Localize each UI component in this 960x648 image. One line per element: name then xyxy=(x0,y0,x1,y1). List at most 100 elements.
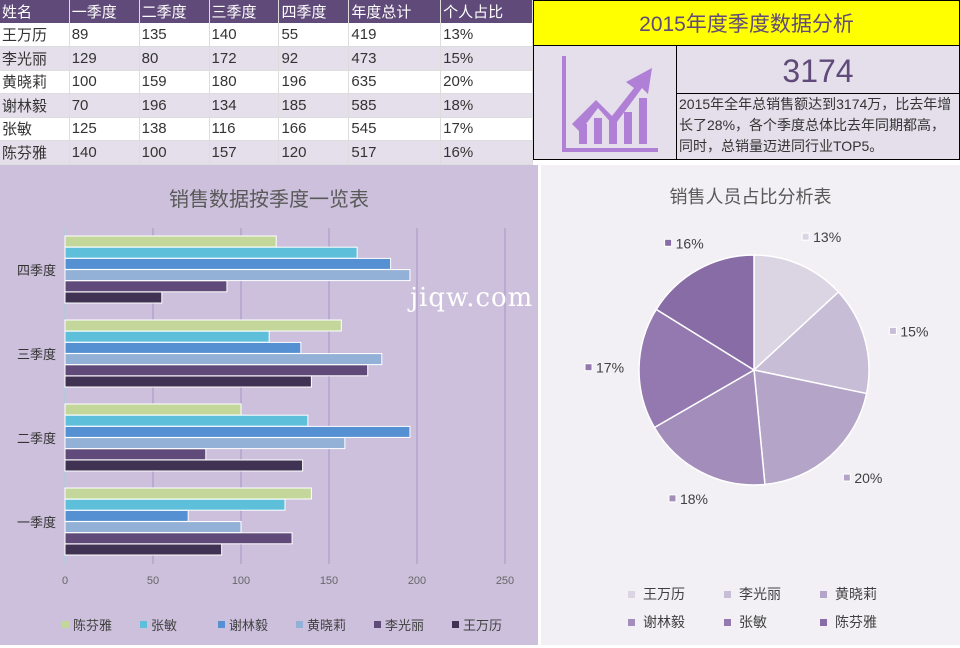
bar-张敏 xyxy=(64,414,309,427)
column-header: 二季度 xyxy=(139,0,210,23)
table-row: 陈芬雅 140 100 157 120 517 16% xyxy=(0,140,533,165)
legend-item: 陈芬雅 xyxy=(62,615,112,634)
x-tick-label: 150 xyxy=(320,575,338,587)
pie-slice-黄晓莉 xyxy=(753,369,868,486)
table-row: 李光丽 129 80 172 92 473 15% xyxy=(0,46,533,71)
bar-张敏 xyxy=(64,498,286,511)
legend-label: 张敏 xyxy=(739,614,767,630)
bar-陈芬雅 xyxy=(64,403,242,416)
legend-label: 黄晓莉 xyxy=(307,618,347,633)
legend-label: 谢林毅 xyxy=(643,614,685,630)
legend-swatch xyxy=(218,621,225,628)
x-tick-label: 0 xyxy=(62,575,68,587)
pie-legend-item: 李光丽 xyxy=(724,584,781,604)
table-cell: 李光丽 xyxy=(0,46,70,71)
column-header: 三季度 xyxy=(209,0,280,23)
table-cell: 89 xyxy=(69,23,140,47)
table-cell: 135 xyxy=(139,23,210,47)
table-cell: 王万历 xyxy=(0,23,70,47)
y-category-label: 一季度 xyxy=(17,515,56,530)
pie-legend-item: 陈芬雅 xyxy=(820,612,877,632)
column-header: 一季度 xyxy=(69,0,140,23)
legend-swatch xyxy=(140,621,147,628)
table-cell: 张敏 xyxy=(0,117,70,141)
legend-item: 王万历 xyxy=(452,615,502,634)
growth-chart-icon xyxy=(562,56,658,152)
pie-label-swatch xyxy=(888,326,897,335)
table-cell: 196 xyxy=(139,93,210,118)
pie-data-label: 16% xyxy=(676,235,704,251)
x-tick-label: 200 xyxy=(408,575,426,587)
column-header: 四季度 xyxy=(278,0,350,23)
table-row: 王万历 89 135 140 55 419 13% xyxy=(0,23,533,47)
dashboard-title: 2015年度季度数据分析 xyxy=(533,0,960,46)
table-cell: 黄晓莉 xyxy=(0,70,70,94)
bar-谢林毅 xyxy=(64,341,302,354)
bar-李光丽 xyxy=(64,280,228,293)
bar-王万历 xyxy=(64,543,223,556)
pie-slice-张敏 xyxy=(638,308,756,429)
column-header: 姓名 xyxy=(0,0,70,23)
table-cell: 517 xyxy=(348,140,442,165)
table-cell: 180 xyxy=(209,70,280,94)
bar-陈芬雅 xyxy=(64,235,277,248)
table-cell: 185 xyxy=(278,93,350,118)
legend-label: 陈芬雅 xyxy=(73,618,113,633)
table-cell: 635 xyxy=(348,70,442,94)
bar-张敏 xyxy=(64,246,358,259)
pie-data-label: 17% xyxy=(596,360,624,376)
legend-swatch xyxy=(820,590,827,598)
x-tick-label: 50 xyxy=(147,575,159,587)
bar-李光丽 xyxy=(64,364,369,377)
table-cell: 100 xyxy=(139,140,210,165)
pie-legend-item: 黄晓莉 xyxy=(820,584,877,604)
legend-label: 陈芬雅 xyxy=(835,614,877,630)
table-cell: 100 xyxy=(69,70,140,94)
table-cell: 140 xyxy=(209,23,280,47)
table-row: 张敏 125 138 116 166 545 17% xyxy=(0,117,533,141)
bar-谢林毅 xyxy=(64,509,189,522)
bar-黄晓莉 xyxy=(64,521,242,534)
table-cell: 196 xyxy=(278,70,350,94)
legend-label: 王万历 xyxy=(463,618,503,633)
bar-陈芬雅 xyxy=(64,487,312,500)
table-cell: 55 xyxy=(278,23,350,47)
bar-李光丽 xyxy=(64,448,207,461)
pie-chart: 13% 15% 20% 18% 17% 16% xyxy=(584,229,928,507)
table-cell: 157 xyxy=(209,140,280,165)
bar-李光丽 xyxy=(64,532,293,545)
table-row: 谢林毅 70 196 134 185 585 18% xyxy=(0,93,533,118)
x-tick-label: 100 xyxy=(232,575,250,587)
table-cell: 172 xyxy=(209,46,280,71)
sales-table: 姓名 一季度 二季度 三季度 四季度 年度总计 个人占比 王万历 89 135 140 55 419 1… xyxy=(0,0,533,165)
table-cell: 166 xyxy=(278,117,350,141)
bar-黄晓莉 xyxy=(64,353,383,366)
bar-王万历 xyxy=(64,291,163,304)
total-sales-value: 3174 xyxy=(677,46,960,94)
column-header: 年度总计 xyxy=(348,0,442,23)
pie-label-swatch xyxy=(584,363,593,372)
bar-张敏 xyxy=(64,330,270,343)
table-cell: 140 xyxy=(69,140,140,165)
bar-王万历 xyxy=(64,375,312,388)
table-cell: 92 xyxy=(278,46,350,71)
legend-label: 黄晓莉 xyxy=(835,586,877,602)
table-cell: 585 xyxy=(348,93,442,118)
summary-description: 2015年全年总销售额达到3174万，比去年增长了28%，各个季度总体比去年同期… xyxy=(677,94,960,160)
bar-chart-panel: 0 50 100 150 200 250 四季度 三季度 二季度 一季度 销售数据按季度一览表 xyxy=(0,165,538,645)
watermark: jiqw.com xyxy=(410,283,534,313)
legend-item: 张敏 xyxy=(140,615,177,634)
bar-谢林毅 xyxy=(64,257,392,270)
table-cell: 陈芬雅 xyxy=(0,140,70,165)
table-cell: 125 xyxy=(69,117,140,141)
table-cell: 17% xyxy=(440,117,533,141)
pie-label-swatch xyxy=(801,232,810,241)
legend-swatch xyxy=(724,590,731,598)
x-tick-label: 250 xyxy=(496,575,514,587)
pie-data-label: 13% xyxy=(813,229,841,245)
y-category-label: 二季度 xyxy=(17,431,56,446)
table-cell: 473 xyxy=(348,46,442,71)
pie-data-label: 18% xyxy=(680,491,708,507)
table-cell: 116 xyxy=(209,117,280,141)
bar-谢林毅 xyxy=(64,425,411,438)
